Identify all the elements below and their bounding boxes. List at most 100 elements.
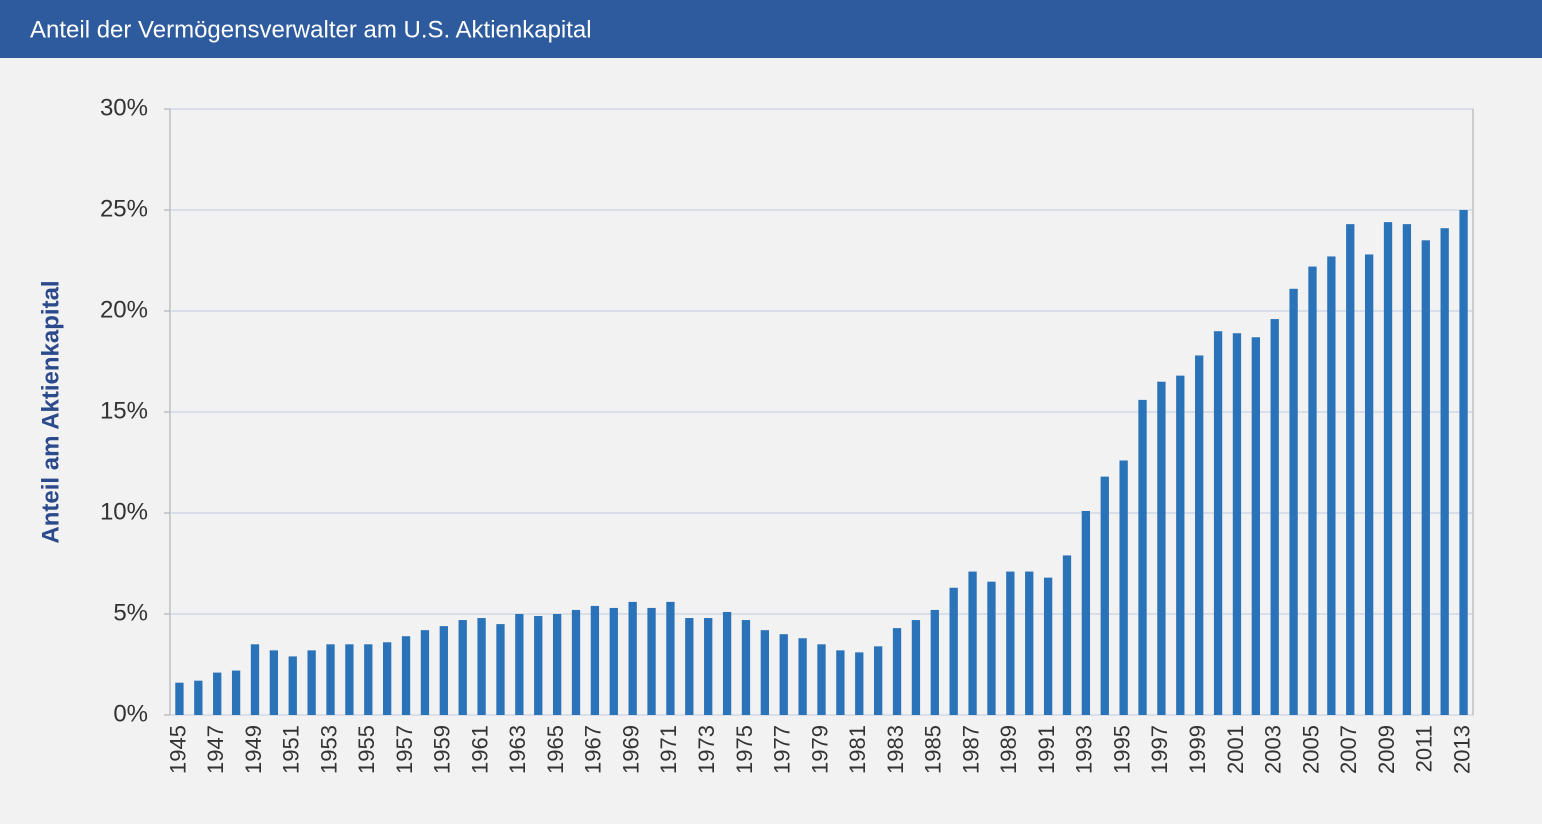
x-tick-label: 1957 [392,725,417,774]
bar [496,624,505,715]
bar [383,642,392,715]
x-tick-label: 2013 [1449,725,1474,774]
bar [760,630,770,715]
bar [1157,381,1166,715]
bar [1402,224,1412,715]
x-tick-label: 1989 [996,725,1021,774]
bar [1346,224,1355,715]
x-tick-label: 1993 [1072,725,1097,774]
bar [515,614,524,715]
x-tick-label: 1961 [467,725,492,774]
bar [1364,254,1374,715]
bar [836,650,845,715]
bar [1421,240,1430,716]
bar [722,611,732,715]
x-tick-label: 1985 [921,725,946,774]
bar [1289,288,1298,715]
bar [1081,510,1091,715]
bar [590,605,600,715]
x-tick-label: 1983 [883,725,908,774]
x-tick-label: 1971 [656,725,681,774]
bar [1251,337,1260,715]
x-tick-label: 1981 [845,725,870,774]
bar [666,601,675,715]
bar [326,644,335,715]
bar [930,609,939,715]
bar [647,607,656,715]
y-axis-label: Anteil am Aktienkapital [37,280,64,543]
x-tick-label: 2009 [1374,725,1399,774]
bar [458,620,467,715]
bar [817,644,826,715]
header-bar [0,0,1542,58]
x-tick-label: 1959 [430,725,455,774]
bar [307,650,316,715]
x-tick-label: 1945 [165,725,190,774]
x-tick-label: 1999 [1185,725,1210,774]
bar [779,634,788,715]
bar [250,644,260,715]
y-tick-label: 0% [113,700,148,727]
bar [477,618,486,715]
bar [1232,333,1242,715]
x-tick-label: 1979 [807,725,832,774]
bar [1327,256,1336,715]
bar [175,682,184,715]
bar [231,670,241,715]
bar [911,620,921,715]
x-tick-label: 1969 [618,725,643,774]
bar [873,646,883,715]
bar [1270,319,1279,715]
bar [741,620,751,715]
bar [1440,228,1449,715]
y-tick-label: 15% [100,397,148,424]
bar [345,644,354,715]
bar [1459,210,1468,715]
bar [1308,266,1317,715]
x-tick-label: 1995 [1109,725,1134,774]
x-tick-label: 1965 [543,725,568,774]
x-tick-label: 1955 [354,725,379,774]
bar [364,644,373,715]
chart-title: Anteil der Vermögensverwalter am U.S. Ak… [30,16,592,43]
x-tick-label: 1975 [732,725,757,774]
bar [1383,222,1393,715]
bar [269,650,279,715]
bar [1025,571,1034,715]
bar [1043,577,1053,715]
x-tick-label: 2001 [1223,725,1248,774]
y-tick-label: 5% [113,599,148,626]
bar [439,626,448,715]
bar [1176,375,1185,715]
bar [1138,399,1147,715]
bar [571,609,581,715]
x-tick-label: 1977 [770,725,795,774]
x-tick-label: 1953 [316,725,341,774]
bar [704,618,713,715]
bar [1006,571,1015,715]
bar [949,587,958,715]
y-tick-label: 10% [100,498,148,525]
x-tick-label: 1967 [581,725,606,774]
bar [609,607,618,715]
bar [1062,555,1072,715]
bar [892,628,902,715]
x-tick-label: 2003 [1261,725,1286,774]
x-tick-label: 2007 [1336,725,1361,774]
bar [213,672,222,715]
bar [552,614,562,715]
bar [420,630,430,715]
bar [288,656,297,715]
y-tick-label: 25% [100,195,148,222]
bar [798,638,807,715]
x-tick-label: 1973 [694,725,719,774]
bar [628,601,637,715]
bar [987,581,996,715]
bar [1195,355,1204,715]
bar [534,616,543,715]
bar [855,652,864,715]
x-tick-label: 1947 [203,725,228,774]
y-tick-label: 20% [100,296,148,323]
x-tick-label: 1987 [958,725,983,774]
